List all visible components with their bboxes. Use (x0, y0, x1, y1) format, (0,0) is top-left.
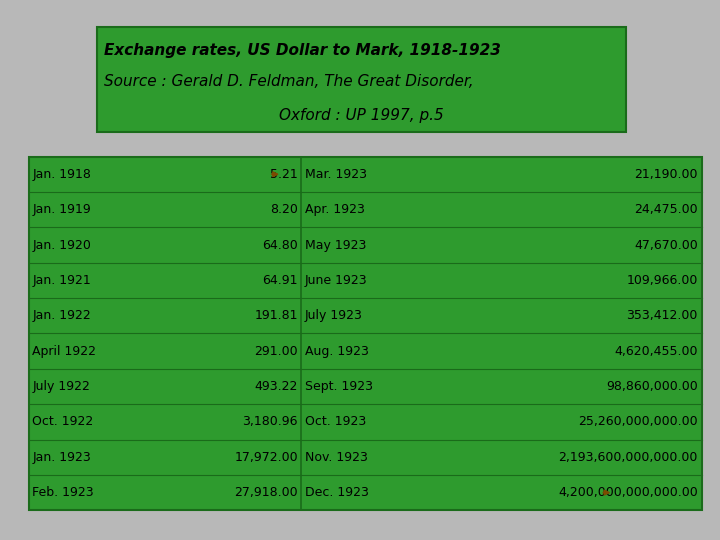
Text: Jan. 1921: Jan. 1921 (32, 274, 91, 287)
Text: Jan. 1923: Jan. 1923 (32, 451, 91, 464)
Text: Jan. 1920: Jan. 1920 (32, 239, 91, 252)
Text: Feb. 1923: Feb. 1923 (32, 486, 94, 499)
Text: Jan. 1922: Jan. 1922 (32, 309, 91, 322)
Text: 191.81: 191.81 (254, 309, 298, 322)
Text: 4,200,000,000,000.00: 4,200,000,000,000.00 (558, 486, 698, 499)
Text: 493.22: 493.22 (254, 380, 298, 393)
Text: Jan. 1919: Jan. 1919 (32, 203, 91, 216)
Text: 27,918.00: 27,918.00 (234, 486, 298, 499)
Text: Oct. 1922: Oct. 1922 (32, 415, 94, 428)
Text: Source : Gerald D. Feldman, The Great Disorder,: Source : Gerald D. Feldman, The Great Di… (104, 75, 474, 89)
Text: May 1923: May 1923 (305, 239, 366, 252)
Bar (97, 27, 626, 132)
Text: 17,972.00: 17,972.00 (234, 451, 298, 464)
Text: Oct. 1923: Oct. 1923 (305, 415, 366, 428)
Text: Exchange rates, US Dollar to Mark, 1918-1923: Exchange rates, US Dollar to Mark, 1918-… (104, 43, 501, 58)
Text: Oxford : UP 1997, p.5: Oxford : UP 1997, p.5 (279, 108, 444, 123)
Text: 64.91: 64.91 (262, 274, 298, 287)
Text: Aug. 1923: Aug. 1923 (305, 345, 369, 357)
Text: July 1922: July 1922 (32, 380, 90, 393)
Text: 4,620,455.00: 4,620,455.00 (614, 345, 698, 357)
Text: 109,966.00: 109,966.00 (626, 274, 698, 287)
Text: Nov. 1923: Nov. 1923 (305, 451, 368, 464)
Text: 98,860,000.00: 98,860,000.00 (606, 380, 698, 393)
Text: 47,670.00: 47,670.00 (634, 239, 698, 252)
Text: 3,180.96: 3,180.96 (243, 415, 298, 428)
Bar (29, 157, 702, 510)
Text: 353,412.00: 353,412.00 (626, 309, 698, 322)
Text: 8.20: 8.20 (270, 203, 298, 216)
Text: Sept. 1923: Sept. 1923 (305, 380, 373, 393)
Text: Apr. 1923: Apr. 1923 (305, 203, 365, 216)
Text: April 1922: April 1922 (32, 345, 96, 357)
Text: 64.80: 64.80 (262, 239, 298, 252)
Text: June 1923: June 1923 (305, 274, 368, 287)
Text: Dec. 1923: Dec. 1923 (305, 486, 369, 499)
Text: 24,475.00: 24,475.00 (634, 203, 698, 216)
Text: Jan. 1918: Jan. 1918 (32, 168, 91, 181)
Text: 2,193,600,000,000.00: 2,193,600,000,000.00 (558, 451, 698, 464)
Text: 5.21: 5.21 (270, 168, 298, 181)
Text: Mar. 1923: Mar. 1923 (305, 168, 367, 181)
Text: 21,190.00: 21,190.00 (634, 168, 698, 181)
Text: 25,260,000,000.00: 25,260,000,000.00 (578, 415, 698, 428)
Text: July 1923: July 1923 (305, 309, 363, 322)
Text: 291.00: 291.00 (254, 345, 298, 357)
